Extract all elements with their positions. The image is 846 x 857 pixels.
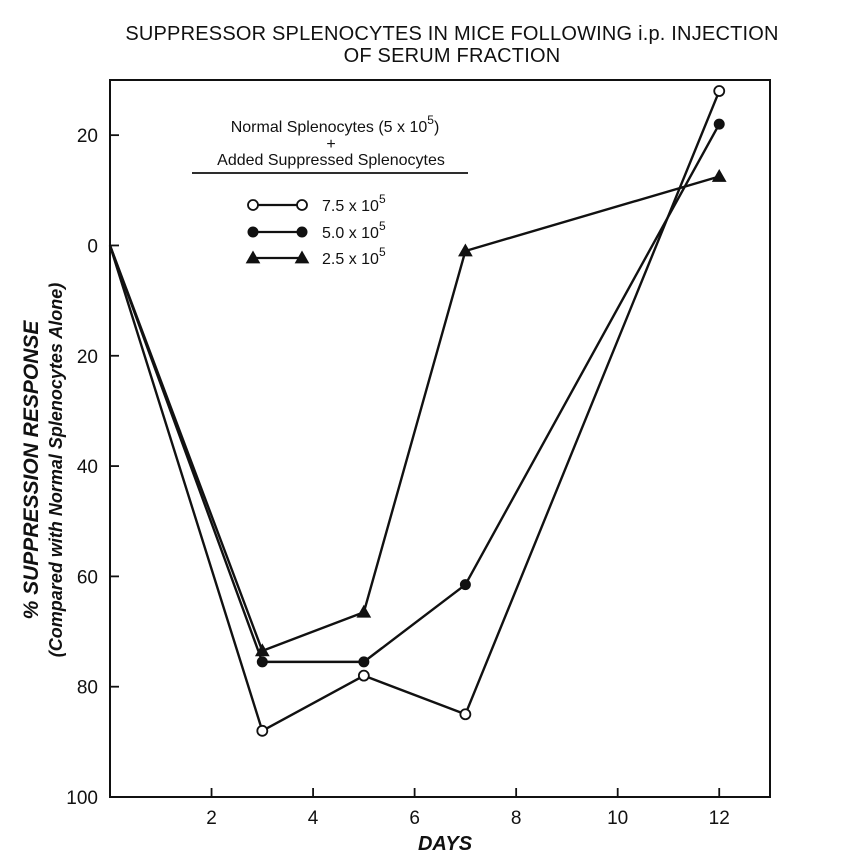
legend-header-line-1: Normal Splenocytes (5 x 105) [231, 113, 440, 136]
data-series-layer [108, 85, 727, 737]
legend: Normal Splenocytes (5 x 105) + Added Sup… [192, 113, 468, 268]
data-point-s0-2 [357, 669, 370, 682]
data-point-s1-4 [713, 118, 725, 130]
legend-marker-end-0 [296, 199, 308, 211]
legend-marker-start-2 [245, 250, 261, 264]
x-tick-label-0: 2 [206, 808, 217, 829]
data-point-s0-1 [256, 724, 269, 737]
series-1 [108, 118, 725, 668]
y-axis-label-line-2: (Compared with Normal Splenocytes Alone) [46, 283, 66, 657]
y-tick-label-5: 80 [77, 678, 98, 699]
y-tick-label-1: 0 [87, 236, 98, 257]
data-point-s2-2 [356, 604, 372, 618]
y-axis-label-line-1: % SUPPRESSION RESPONSE [20, 320, 43, 620]
legend-label-1: 5.0 x 105 [322, 219, 386, 242]
series-line-1 [108, 123, 721, 664]
data-point-s2-4 [711, 169, 727, 182]
legend-marker-end-1 [296, 226, 308, 238]
chart-title: SUPPRESSOR SPLENOCYTES IN MICE FOLLOWING… [125, 23, 778, 67]
legend-entry-0: 7.5 x 105 [247, 192, 386, 215]
y-axis-label: % SUPPRESSION RESPONSE (Compared with No… [20, 283, 66, 657]
legend-header-plus: + [326, 136, 335, 153]
chart-title-line-1: SUPPRESSOR SPLENOCYTES IN MICE FOLLOWING… [125, 23, 778, 45]
x-tick-label-5: 12 [709, 808, 730, 829]
chart-title-line-2: OF SERUM FRACTION [344, 45, 561, 67]
y-tick-label-0: 20 [77, 126, 98, 147]
legend-marker-end-2 [294, 250, 310, 264]
x-tick-label-4: 10 [607, 808, 628, 829]
series-2 [108, 169, 727, 657]
legend-entries: 7.5 x 105 5.0 x 105 2.5 x 105 [245, 192, 386, 268]
legend-header-line-2: Added Suppressed Splenocytes [217, 152, 445, 169]
data-point-s1-3 [459, 579, 471, 591]
legend-marker-start-0 [247, 199, 259, 211]
series-line-0 [108, 90, 721, 733]
y-tick-label-2: 20 [77, 347, 98, 368]
x-axis: 2 4 6 8 10 12 [206, 788, 730, 829]
y-tick-label-3: 40 [77, 457, 98, 478]
x-axis-label: DAYS [418, 833, 473, 855]
y-tick-label-4: 60 [77, 567, 98, 588]
legend-entry-2: 2.5 x 105 [245, 245, 386, 268]
data-point-s0-3 [459, 708, 472, 721]
series-line-2 [108, 175, 720, 653]
x-tick-label-1: 4 [308, 808, 319, 829]
y-axis: 20 0 20 40 60 80 100 [66, 126, 119, 809]
x-tick-label-2: 6 [409, 808, 420, 829]
legend-label-0: 7.5 x 105 [322, 192, 386, 215]
data-point-s1-1 [256, 656, 268, 668]
data-point-s2-1 [254, 643, 270, 657]
data-point-s1-2 [358, 656, 370, 668]
legend-label-2: 2.5 x 105 [322, 245, 386, 268]
series-0 [108, 85, 726, 737]
legend-marker-start-1 [247, 226, 259, 238]
x-tick-label-3: 8 [511, 808, 522, 829]
data-point-s0-4 [713, 85, 726, 97]
plot-area-frame [109, 79, 771, 798]
data-point-s2-3 [458, 243, 473, 257]
legend-entry-1: 5.0 x 105 [247, 219, 386, 242]
y-tick-label-6: 100 [66, 788, 98, 809]
